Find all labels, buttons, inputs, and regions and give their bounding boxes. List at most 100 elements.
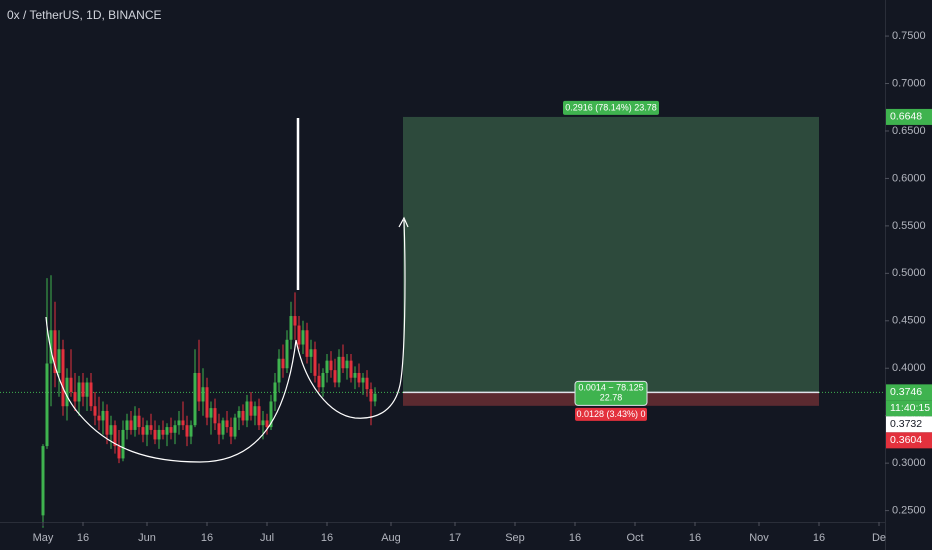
candle-body [69,377,73,392]
target-label-box [563,100,659,115]
candle-body [345,360,349,369]
candle-body [161,429,165,435]
cup-drawing [45,316,297,463]
candle-body [373,393,377,402]
candle-body [145,425,149,435]
candle-body [169,427,173,433]
candle-body [189,425,193,437]
candle-body [85,382,89,397]
candle-body [257,406,261,426]
candle-body [253,406,257,416]
price-tag-label: 11:40:15 [890,402,930,414]
candle-body [93,406,97,416]
x-tick-label: Sep [505,532,525,544]
candle-body [117,446,121,459]
x-tick-label: 16 [77,532,89,544]
candle-body [137,415,141,428]
candle-body [53,330,57,373]
y-tick-label: 0.7000 [892,77,926,89]
candle-body [265,420,269,428]
x-tick-label: Aug [381,532,401,544]
candle-body [49,330,53,364]
x-tick-label: Jun [138,532,156,544]
candle-body [177,420,181,426]
candle-body [353,372,357,378]
chart-title: 0x / TetherUS, 1D, BINANCE [7,8,162,22]
candle-body [133,415,137,430]
candle-body [249,401,253,416]
price-tag-box [886,416,932,433]
candle-body [349,360,353,378]
y-tick-label: 0.4000 [892,362,926,374]
price-tag-label: 0.3732 [890,418,922,430]
candle-body [281,358,285,369]
candle-body [77,382,81,402]
price-tag-label: 0.6648 [890,111,922,123]
candle-body [285,339,289,369]
candle-body [357,372,361,383]
y-tick-label: 0.6500 [892,125,926,137]
candle-body [109,425,113,435]
candle-body [181,420,185,426]
candle-body [201,387,205,402]
x-tick-label: 16 [813,532,825,544]
x-tick-label: De [872,532,886,544]
candle-body [213,408,217,424]
candle-body [269,401,273,428]
candle-body [305,330,309,357]
candle-body [209,408,213,418]
candle-body [41,446,45,516]
position-tool: 0.2916 (78.14%) 23.78 0.0014 − 78.12522.7… [0,100,885,421]
candle-body [101,410,105,421]
y-tick-label: 0.7500 [892,30,926,42]
candle-body [73,391,77,402]
target-label: 0.2916 (78.14%) 23.78 [565,102,657,112]
candle-body [197,372,201,402]
candle-body [89,382,93,407]
y-tick-label: 0.5500 [892,220,926,232]
handle-drawing [295,219,406,419]
arrow-head [398,216,409,228]
x-tick-label: Oct [626,532,643,544]
y-tick-label: 0.6000 [892,172,926,184]
candle-body [217,423,221,435]
price-tag-label: 0.3746 [890,386,922,398]
profit-zone [403,116,819,393]
candle-body [273,382,277,402]
candle-body [125,420,129,430]
x-tick-label: 16 [689,532,701,544]
candle-body [261,420,265,426]
y-tick-label: 0.3000 [892,457,926,469]
candle-body [277,358,281,383]
candle-body [337,356,341,383]
candles [41,275,377,528]
candle-body [289,316,293,340]
price-tag-box [886,432,932,449]
candle-body [241,410,245,421]
candle-body [329,360,333,371]
x-tick-label: 16 [201,532,213,544]
y-tick-label: 0.4500 [892,315,926,327]
candle-body [97,415,101,421]
price-tag-box [886,400,932,417]
candle-body [333,370,337,383]
entry-label: 0.0014 − 78.125 [578,383,643,393]
price-tag-label: 0.3604 [890,434,922,446]
candle-body [341,356,345,369]
candle-body [365,377,369,390]
candle-body [245,401,249,421]
candle-body [185,425,189,437]
candle-body [293,316,297,326]
candle-body [297,325,301,345]
price-tag-box [886,384,932,401]
x-tick-label: Jul [260,532,274,544]
candle-body [301,330,305,345]
candle-body [61,349,65,407]
x-tick-label: May [33,532,54,544]
candle-body [173,425,177,433]
price-tags: 0.6648 0.3746 11:40:15 0.3732 0.3604 [886,108,932,449]
candle-body [325,360,329,373]
candle-body [237,410,241,418]
y-tick-label: 0.2500 [892,505,926,517]
entry-label: 22.78 [600,393,623,403]
